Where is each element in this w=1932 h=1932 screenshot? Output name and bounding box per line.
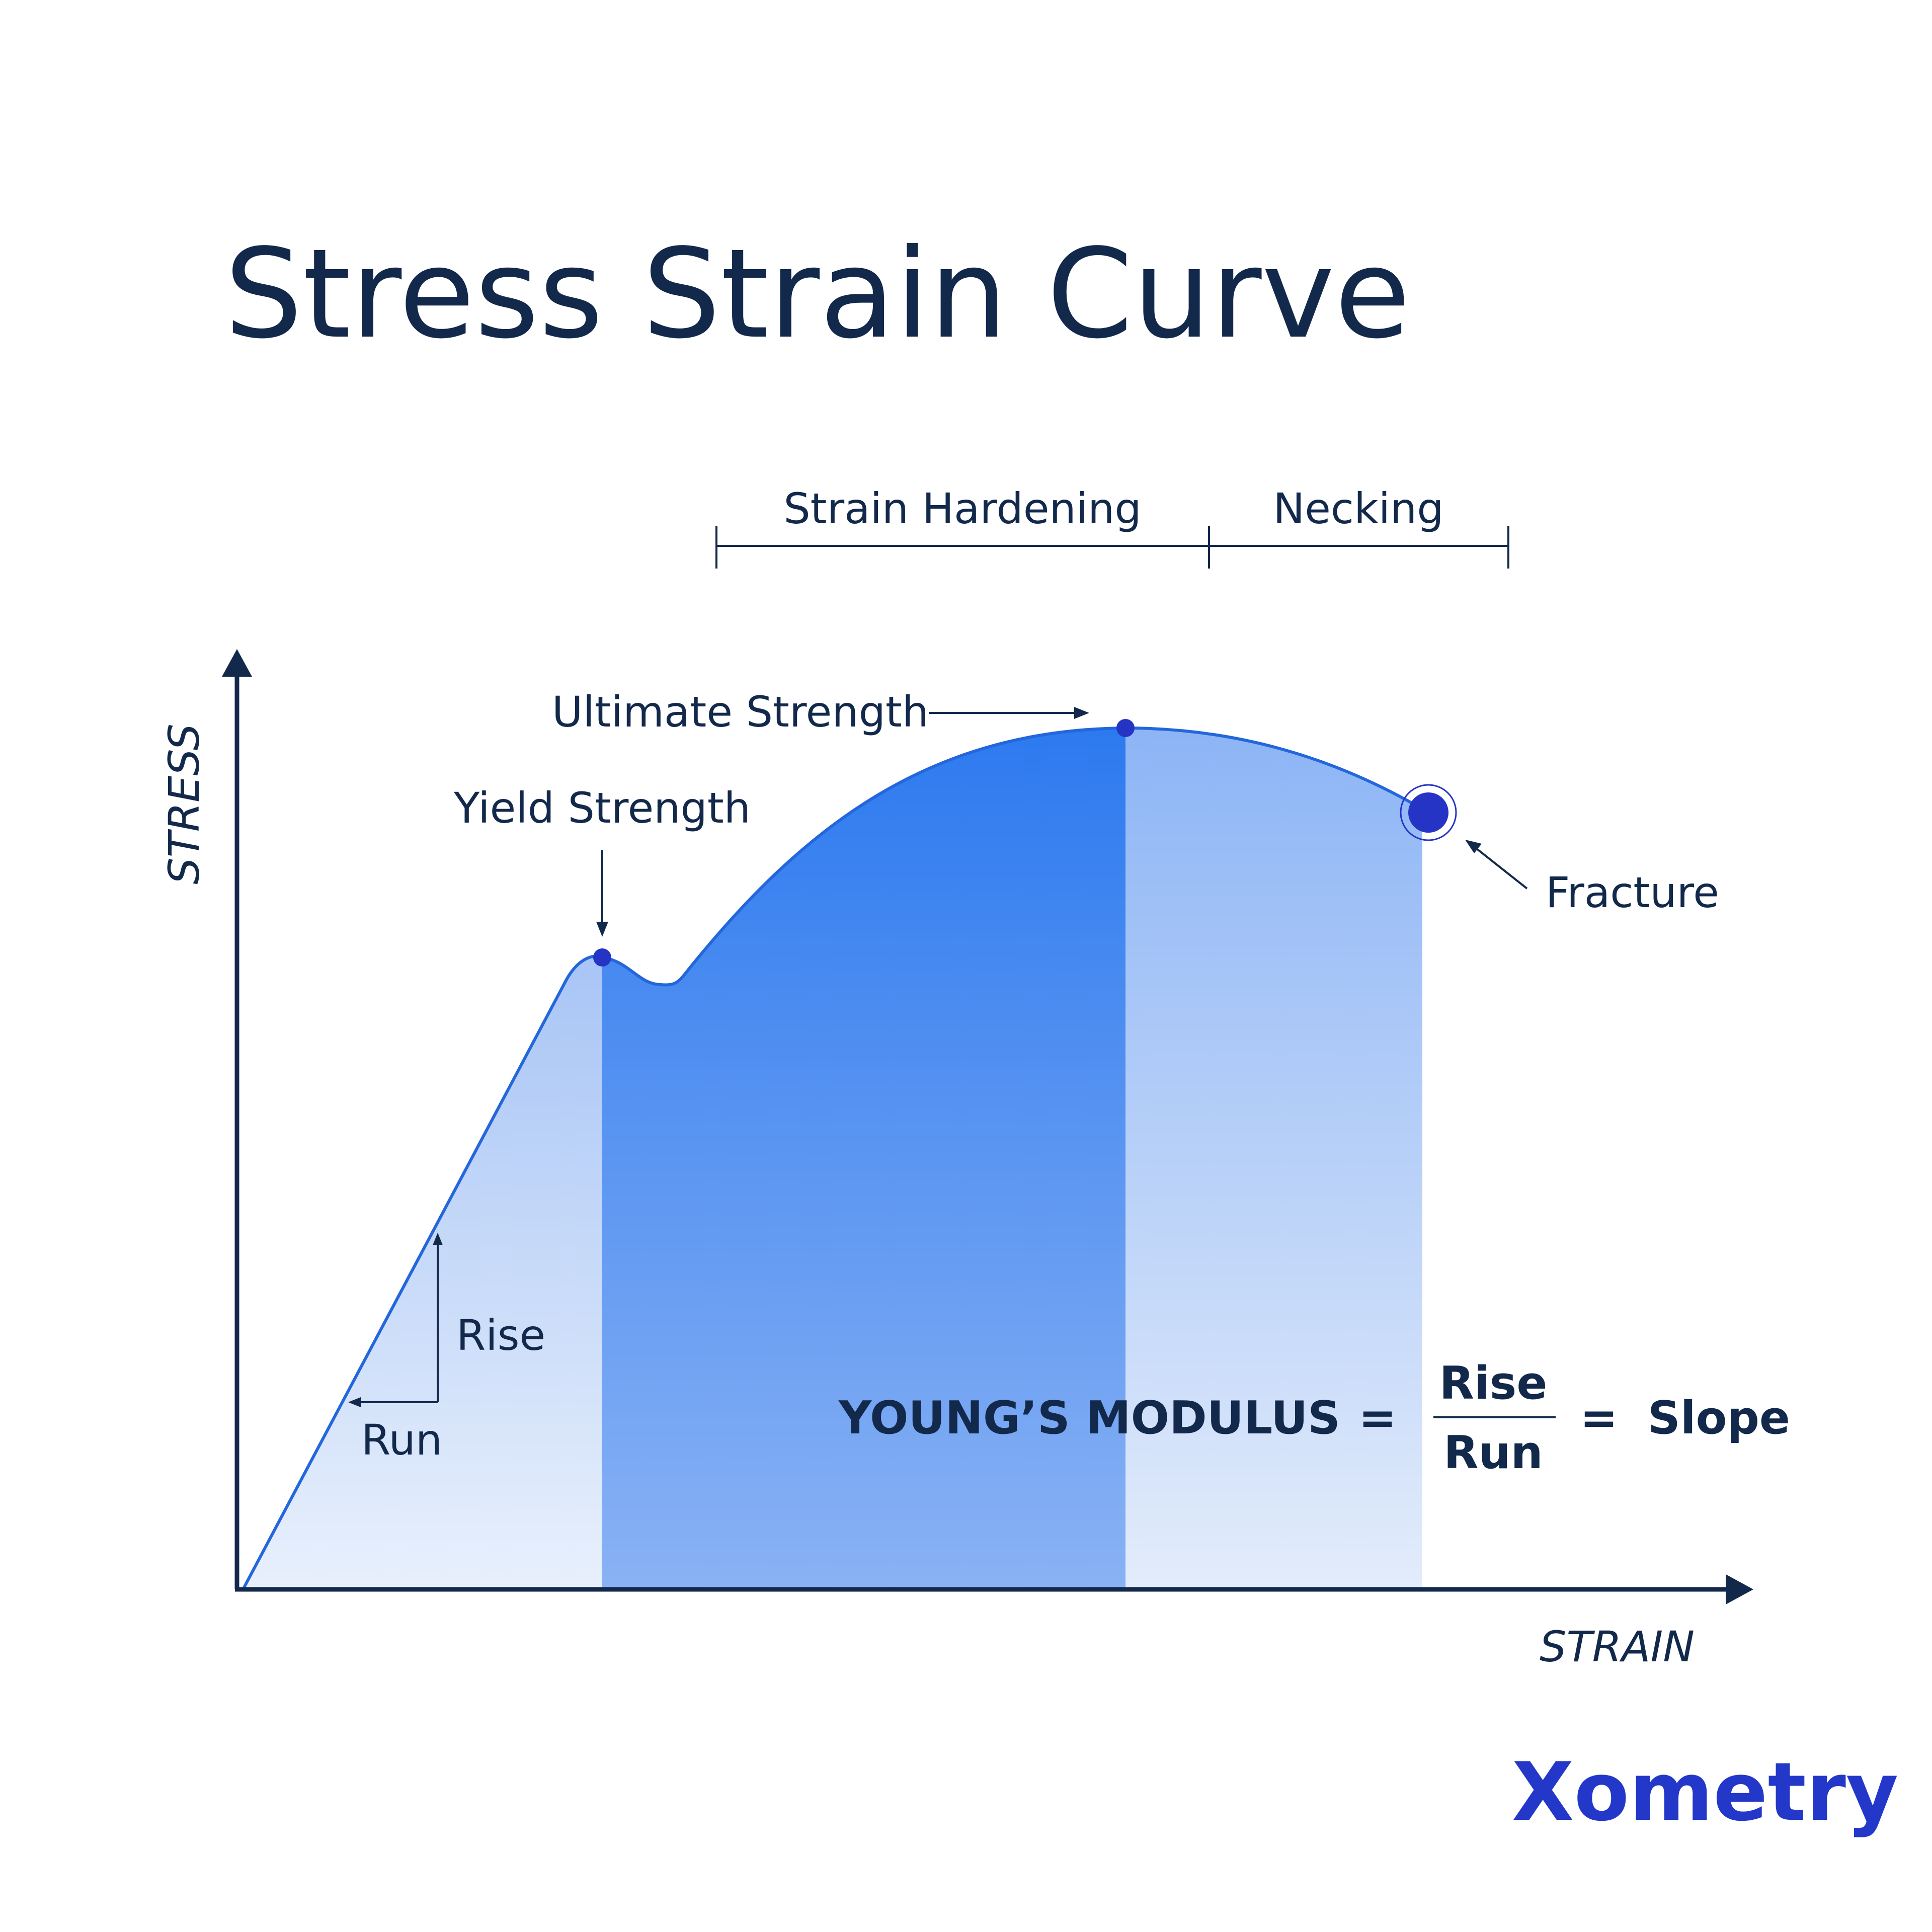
necking-region bbox=[1125, 728, 1422, 1589]
formula-equals: = bbox=[1358, 1392, 1396, 1444]
curve bbox=[242, 726, 1429, 1590]
point-label: Ultimate Strength bbox=[552, 687, 929, 737]
pointer bbox=[1473, 846, 1528, 890]
pointer-head bbox=[1465, 840, 1482, 853]
pointer-head bbox=[1074, 707, 1089, 719]
hardening-region bbox=[602, 728, 1125, 1589]
fracture-ring bbox=[1400, 784, 1457, 841]
point-label: Fracture bbox=[1546, 868, 1719, 917]
region-label: Necking bbox=[1273, 484, 1443, 533]
yield-point bbox=[593, 948, 611, 967]
run-head bbox=[348, 1397, 361, 1407]
formula-rhs: Slope bbox=[1648, 1392, 1790, 1444]
rise-label: Rise bbox=[456, 1311, 545, 1360]
region-brackets bbox=[715, 526, 1509, 569]
ultimate-point bbox=[1116, 719, 1135, 737]
y-arrow bbox=[222, 649, 252, 677]
pointer-head bbox=[596, 922, 608, 937]
formula-denominator: Run bbox=[1443, 1426, 1543, 1479]
x-axis-label: STRAIN bbox=[1540, 1622, 1695, 1671]
formula-lhs: YOUNG’S MODULUS bbox=[838, 1392, 1340, 1444]
fracture-point bbox=[1408, 792, 1448, 833]
point-label: Yield Strength bbox=[453, 783, 751, 833]
rise-head bbox=[433, 1233, 443, 1245]
region-label: Strain Hardening bbox=[783, 484, 1141, 533]
title: Stress Strain Curve bbox=[224, 222, 1410, 366]
formula-equals: = bbox=[1580, 1392, 1618, 1444]
logo: Xometry bbox=[1512, 1745, 1898, 1839]
y-axis-label: STRESS bbox=[159, 723, 209, 884]
x-arrow bbox=[1726, 1574, 1753, 1604]
formula-numerator: Rise bbox=[1439, 1357, 1548, 1410]
run-label: Run bbox=[361, 1415, 442, 1465]
